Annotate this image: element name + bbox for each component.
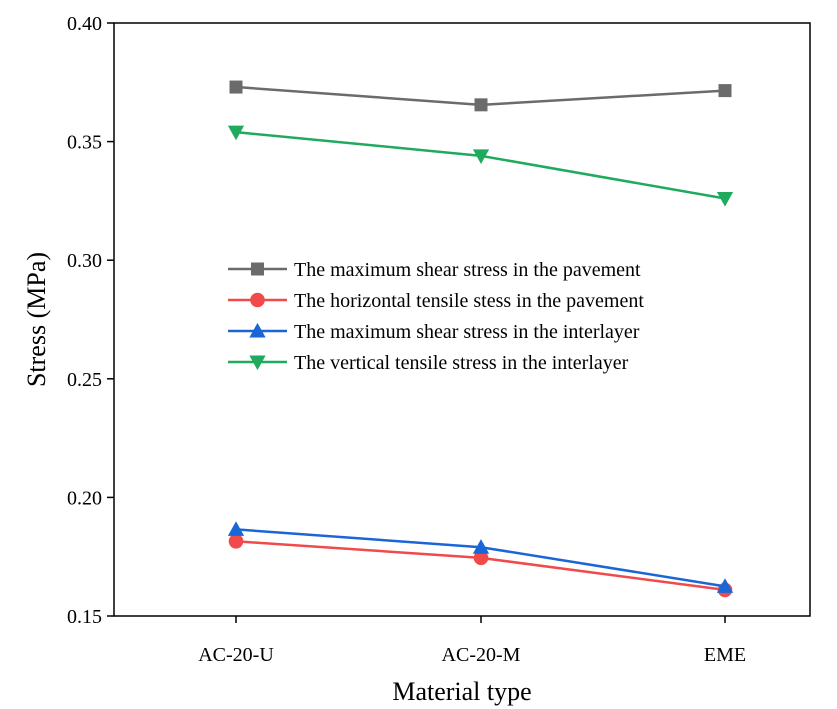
y-axis-title: Stress (MPa) — [22, 252, 51, 387]
series-1 — [229, 80, 732, 112]
x-tick-label: AC-20-M — [442, 644, 521, 666]
y-tick-label: 0.25 — [67, 369, 102, 391]
data-point — [227, 521, 245, 536]
data-point — [716, 578, 734, 593]
plot-border — [113, 22, 811, 617]
data-point — [229, 80, 243, 94]
data-point — [716, 192, 734, 207]
y-tick-label: 0.20 — [67, 487, 102, 509]
y-tick-label: 0.30 — [67, 250, 102, 272]
data-point — [473, 550, 489, 566]
legend-label: The horizontal tensile stess in the pave… — [294, 290, 644, 312]
legend-label: The maximum shear stress in the interlay… — [294, 321, 640, 343]
plot-frame — [113, 22, 811, 617]
x-tick-label: AC-20-U — [198, 644, 274, 666]
legend: The maximum shear stress in the pavement… — [228, 259, 644, 374]
data-point — [472, 149, 490, 164]
legend-item: The vertical tensile stress in the inter… — [228, 352, 629, 374]
series-3 — [227, 521, 734, 593]
legend-item: The horizontal tensile stess in the pave… — [228, 290, 644, 312]
data-point — [227, 125, 245, 141]
series-4 — [227, 125, 734, 207]
y-axis: 0.15 0.20 0.25 0.30 0.35 0.40 — [67, 13, 114, 628]
y-tick-label: 0.15 — [67, 606, 102, 628]
x-tick-label: EME — [704, 644, 746, 666]
legend-marker — [250, 292, 265, 308]
series-layer — [227, 80, 734, 598]
data-point — [474, 98, 488, 112]
legend-marker — [249, 322, 266, 338]
data-point — [228, 533, 244, 549]
legend-marker — [251, 262, 264, 276]
series-line — [235, 130, 726, 200]
legend-item: The maximum shear stress in the interlay… — [228, 321, 640, 343]
legend-marker — [249, 355, 266, 371]
x-axis-title: Material type — [392, 677, 531, 706]
y-tick-label: 0.40 — [67, 13, 102, 35]
legend-label: The vertical tensile stress in the inter… — [294, 352, 629, 374]
legend-item: The maximum shear stress in the pavement — [228, 259, 641, 281]
x-axis: AC-20-U AC-20-M EME — [198, 616, 746, 666]
data-point — [472, 539, 490, 554]
y-tick-label: 0.35 — [67, 132, 102, 154]
legend-label: The maximum shear stress in the pavement — [294, 259, 641, 281]
data-point — [718, 84, 732, 98]
